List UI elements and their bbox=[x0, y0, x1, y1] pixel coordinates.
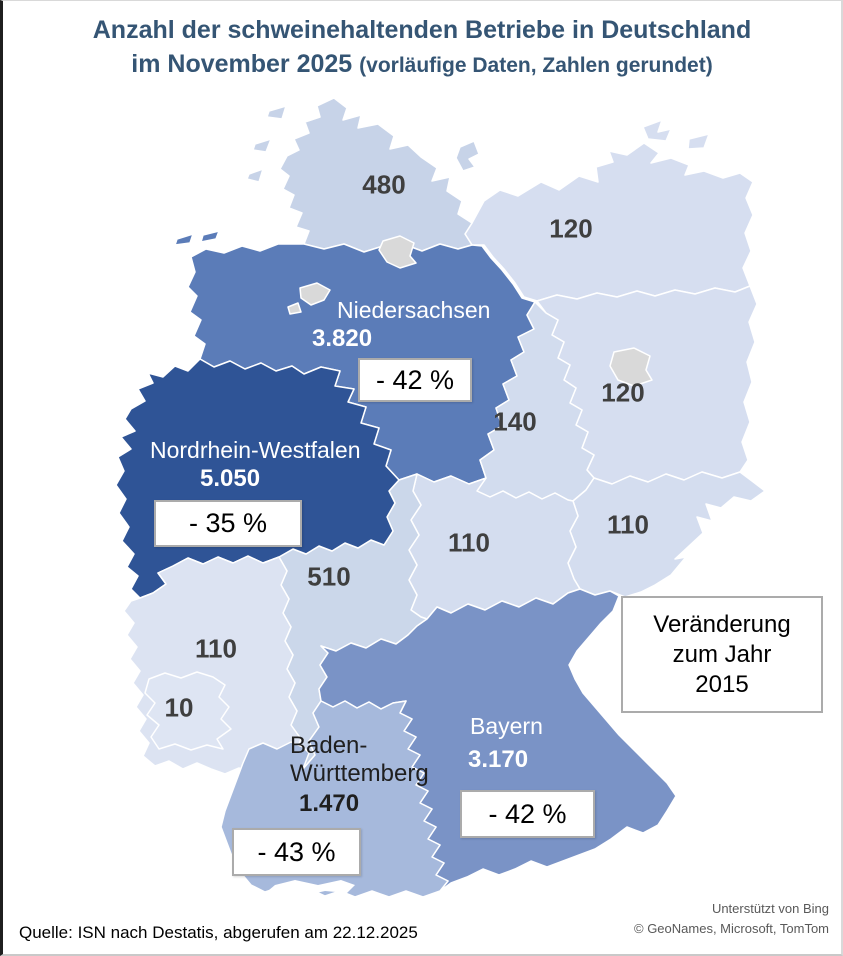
value-label-saarland: 10 bbox=[164, 692, 194, 723]
map-attribution: Unterstützt von Bing © GeoNames, Microso… bbox=[634, 899, 829, 939]
lake-constance-shape bbox=[269, 880, 355, 896]
page-title-line1: Anzahl der schweinehaltenden Betriebe in… bbox=[92, 16, 752, 44]
legend-line1: Veränderung bbox=[653, 610, 791, 638]
island-usedom bbox=[687, 133, 710, 150]
value-label-niedersachsen: 3.820 bbox=[312, 325, 373, 352]
state-mecklenburg-vorpommern-shape bbox=[464, 142, 754, 302]
value-label-thueringen: 110 bbox=[448, 527, 490, 558]
value-label-rheinland-pfalz: 110 bbox=[195, 633, 237, 664]
island-north-frisia-2 bbox=[252, 138, 272, 153]
change-box-bayern: - 42 % bbox=[460, 790, 595, 838]
attribution-bing: Unterstützt von Bing bbox=[711, 901, 829, 916]
state-sachsen-shape bbox=[567, 471, 766, 598]
change-label-baden-wuerttemberg: - 43 % bbox=[257, 836, 336, 867]
island-east-frisia-1 bbox=[174, 233, 194, 246]
source-note: Quelle: ISN nach Destatis, abgerufen am … bbox=[19, 923, 418, 942]
island-ruegen bbox=[642, 119, 672, 142]
legend-line3: 2015 bbox=[695, 670, 749, 698]
change-box-baden-wuerttemberg: - 43 % bbox=[232, 828, 361, 876]
island-fehmarn bbox=[455, 140, 480, 172]
island-north-frisia-1 bbox=[266, 105, 287, 120]
change-box-nordrhein-westfalen: - 35 % bbox=[154, 500, 302, 547]
page-title-note: (vorläufige Daten, Zahlen gerundet) bbox=[359, 54, 713, 77]
value-label-brandenburg: 120 bbox=[601, 377, 645, 408]
value-label-sachsen: 110 bbox=[607, 509, 649, 540]
name-label-nordrhein-westfalen: Nordrhein-Westfalen bbox=[150, 437, 361, 463]
state-saarland-shape bbox=[144, 671, 232, 751]
value-label-schleswig-holstein: 480 bbox=[362, 169, 406, 200]
value-label-nordrhein-westfalen: 5.050 bbox=[200, 465, 261, 492]
name-label-baden-wuerttemberg: Baden- Württemberg bbox=[290, 732, 429, 788]
value-label-bayern: 3.170 bbox=[468, 746, 529, 773]
island-north-frisia-3 bbox=[246, 168, 264, 183]
change-box-niedersachsen: - 42 % bbox=[358, 358, 472, 402]
change-label-niedersachsen: - 42 % bbox=[375, 364, 455, 395]
city-hamburg-shape bbox=[378, 235, 417, 269]
page-title: Anzahl der schweinehaltenden Betriebe in… bbox=[3, 13, 841, 83]
value-label-hessen: 510 bbox=[307, 561, 351, 592]
name-label-bayern: Bayern bbox=[470, 713, 543, 739]
change-label-bayern: - 42 % bbox=[488, 798, 567, 829]
legend-line2: zum Jahr bbox=[672, 640, 772, 668]
value-label-mecklenburg-vorpommern: 120 bbox=[549, 213, 593, 244]
value-label-baden-wuerttemberg: 1.470 bbox=[299, 790, 360, 817]
island-east-frisia-2 bbox=[200, 230, 220, 243]
change-label-nordrhein-westfalen: - 35 % bbox=[188, 508, 268, 538]
name-label-baden-wuerttemberg-line1: Baden- bbox=[290, 732, 368, 759]
city-berlin-shape bbox=[609, 347, 653, 387]
value-label-sachsen-anhalt: 140 bbox=[493, 406, 537, 437]
state-thueringen-shape bbox=[408, 473, 581, 620]
legend-box: Veränderung zum Jahr 2015 bbox=[621, 596, 823, 713]
attribution-copyright: © GeoNames, Microsoft, TomTom bbox=[634, 921, 829, 936]
name-label-baden-wuerttemberg-line2: Württemberg bbox=[290, 760, 429, 787]
city-bremen-shape bbox=[299, 282, 331, 306]
name-label-niedersachsen: Niedersachsen bbox=[337, 297, 491, 323]
page-title-line2: im November 2025 (vorläufige Daten, Zahl… bbox=[131, 50, 713, 78]
city-bremerhaven-shape bbox=[287, 302, 302, 315]
germany-choropleth-map bbox=[115, 97, 766, 898]
